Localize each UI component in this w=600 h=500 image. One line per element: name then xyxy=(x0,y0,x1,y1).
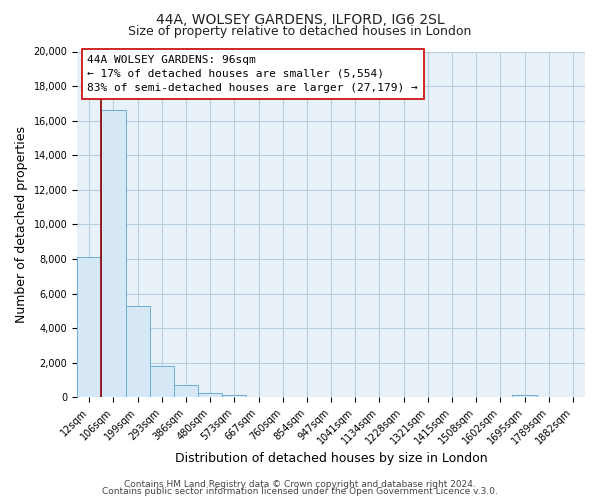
Bar xyxy=(512,396,536,398)
Y-axis label: Number of detached properties: Number of detached properties xyxy=(15,126,28,323)
Text: Contains public sector information licensed under the Open Government Licence v.: Contains public sector information licen… xyxy=(102,488,498,496)
Text: 44A WOLSEY GARDENS: 96sqm
← 17% of detached houses are smaller (5,554)
83% of se: 44A WOLSEY GARDENS: 96sqm ← 17% of detac… xyxy=(88,55,418,93)
Bar xyxy=(77,258,101,398)
Text: 44A, WOLSEY GARDENS, ILFORD, IG6 2SL: 44A, WOLSEY GARDENS, ILFORD, IG6 2SL xyxy=(155,12,445,26)
Bar xyxy=(150,366,174,398)
Bar xyxy=(101,110,125,398)
Text: Size of property relative to detached houses in London: Size of property relative to detached ho… xyxy=(128,25,472,38)
Bar xyxy=(222,395,247,398)
Bar xyxy=(125,306,150,398)
X-axis label: Distribution of detached houses by size in London: Distribution of detached houses by size … xyxy=(175,452,487,465)
Bar xyxy=(198,393,222,398)
Bar xyxy=(174,384,198,398)
Text: Contains HM Land Registry data © Crown copyright and database right 2024.: Contains HM Land Registry data © Crown c… xyxy=(124,480,476,489)
